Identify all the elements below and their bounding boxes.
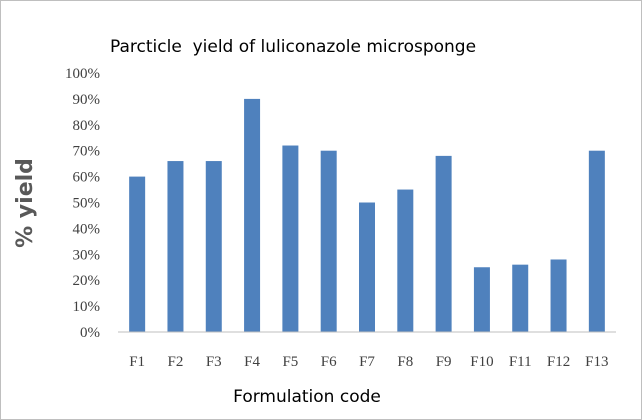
x-tick-label: F10	[470, 354, 493, 370]
x-tick-label: F8	[397, 354, 413, 370]
y-tick-label: 80%	[73, 118, 101, 134]
y-tick-label: 70%	[73, 144, 101, 160]
x-tick-label: F11	[509, 354, 532, 370]
y-tick-label: 60%	[73, 170, 101, 186]
bar-f3	[205, 161, 222, 332]
y-tick-labels: 0% 10% 20% 30% 40% 50% 60% 70% 80% 90% 100%	[65, 66, 100, 341]
bar-f2	[167, 161, 184, 332]
x-axis-label: Formulation code	[233, 387, 381, 407]
bar-f7	[359, 202, 375, 332]
bars	[129, 98, 605, 333]
x-tick-label: F2	[168, 354, 184, 370]
bar-f5	[282, 145, 299, 332]
x-tick-label: F5	[282, 354, 298, 370]
chart-title: Parcticle yield of luliconazole microspo…	[110, 37, 476, 57]
bar-f6	[320, 150, 337, 332]
bar-f12	[550, 259, 567, 332]
x-tick-label: F9	[436, 354, 452, 370]
x-tick-label: F1	[129, 354, 145, 370]
x-tick-label: F3	[206, 354, 222, 370]
y-tick-label: 90%	[73, 92, 101, 108]
bar-f13	[588, 150, 605, 332]
x-tick-label: F7	[359, 354, 375, 370]
x-tick-label: F13	[585, 354, 608, 370]
y-tick-label: 10%	[73, 299, 101, 315]
bar-f4	[244, 98, 261, 333]
bar-f1	[129, 176, 146, 332]
x-tick-label: F12	[547, 354, 570, 370]
bar-f8	[397, 189, 414, 332]
y-tick-label: 30%	[73, 247, 101, 263]
y-axis-label: % yield	[13, 158, 38, 248]
y-tick-label: 0%	[80, 325, 100, 341]
y-tick-label: 40%	[73, 221, 101, 237]
x-tick-label: F4	[244, 354, 260, 370]
x-tick-labels: F1 F2 F3 F4 F5 F6 F7 F8 F9 F10 F11 F12 F13	[129, 354, 608, 370]
y-tick-label: 50%	[73, 196, 101, 212]
y-tick-label: 100%	[65, 66, 100, 82]
bar-f11	[512, 264, 529, 332]
bar-f10	[473, 267, 490, 332]
y-tick-label: 20%	[73, 273, 101, 289]
x-tick-label: F6	[321, 354, 337, 370]
bar-f9	[435, 155, 452, 332]
